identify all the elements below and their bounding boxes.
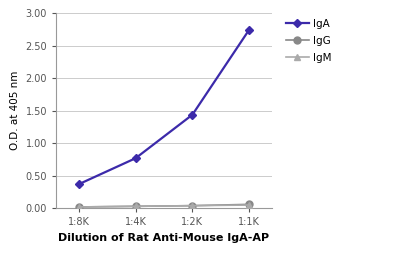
IgM [247, 203, 252, 207]
X-axis label: Dilution of Rat Anti-Mouse IgA-AP: Dilution of Rat Anti-Mouse IgA-AP [58, 233, 270, 243]
Line: IgG: IgG [75, 201, 253, 210]
IgA [247, 28, 252, 31]
Legend: IgA, IgG, IgM: IgA, IgG, IgM [286, 19, 332, 63]
Y-axis label: O.D. at 405 nm: O.D. at 405 nm [10, 71, 20, 151]
IgA [133, 157, 138, 160]
IgA [76, 183, 81, 186]
IgM [76, 205, 81, 209]
IgG [190, 204, 195, 207]
IgM [190, 204, 195, 207]
Line: IgA: IgA [76, 26, 252, 187]
IgG [133, 205, 138, 208]
IgM [133, 205, 138, 208]
IgG [76, 205, 81, 209]
IgA [190, 113, 195, 116]
Line: IgM: IgM [75, 202, 253, 210]
IgG [247, 203, 252, 206]
